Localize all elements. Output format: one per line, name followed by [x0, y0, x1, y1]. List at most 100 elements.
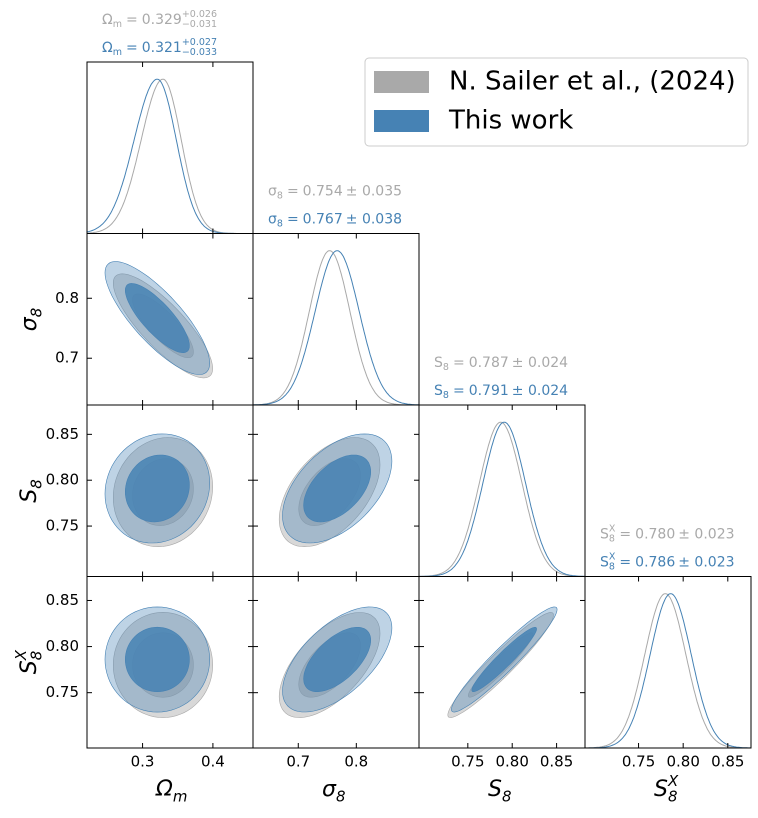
- text-part: X: [667, 771, 679, 789]
- contour-68: [303, 627, 372, 692]
- contour-68: [124, 626, 190, 693]
- x-tick-label: 0.75: [451, 753, 484, 771]
- text-part: 8: [27, 651, 45, 661]
- y-tick-label: 0.85: [46, 591, 79, 609]
- y-tick-label: 0.80: [46, 471, 79, 489]
- text-part: 0.754: [303, 184, 343, 200]
- text-part: S: [654, 777, 668, 802]
- x-axis-label: S8: [488, 777, 511, 805]
- text-part: Ω: [102, 40, 113, 56]
- legend-label: This work: [448, 106, 573, 136]
- text-part: X: [11, 649, 29, 661]
- y-tick-label: 0.8: [55, 289, 79, 307]
- text-part: 8: [609, 533, 615, 544]
- text-part: S: [434, 355, 443, 371]
- text-part: ± 0.023: [678, 527, 734, 543]
- text-part: X: [609, 551, 616, 562]
- text-part: 8: [277, 190, 283, 201]
- panel-contours: [451, 606, 558, 713]
- panel-contours: [104, 433, 211, 544]
- stat-annotation: S8X = 0.786 ± 0.023: [600, 551, 735, 572]
- text-part: ± 0.023: [678, 555, 734, 571]
- x-tick-label: 0.8: [344, 753, 368, 771]
- text-part: m: [113, 47, 122, 58]
- legend-box: [364, 57, 749, 147]
- contour-68: [124, 283, 190, 354]
- text-part: =: [287, 212, 299, 228]
- text-part: S: [17, 660, 42, 674]
- text-part: S: [488, 777, 502, 802]
- text-part: −0.031: [182, 19, 217, 30]
- y-tick-label: 0.75: [46, 683, 79, 701]
- stat-annotation: S8 = 0.787 ± 0.024: [434, 355, 568, 373]
- text-part: =: [619, 527, 631, 543]
- x-tick-label: 0.7: [286, 753, 310, 771]
- text-part: 8: [668, 787, 678, 805]
- marginal-curve: [585, 593, 751, 749]
- text-part: =: [453, 355, 465, 371]
- marginal-curve: [585, 593, 751, 749]
- x-tick-label: 0.80: [496, 753, 529, 771]
- text-part: 8: [609, 561, 615, 572]
- text-part: =: [126, 40, 138, 56]
- stat-annotation: S8X = 0.780 ± 0.023: [600, 523, 735, 544]
- y-axis-label: σ8: [17, 308, 45, 331]
- contour-68: [303, 454, 372, 523]
- text-part: S: [17, 489, 42, 503]
- text-part: 0.321: [142, 40, 182, 56]
- panel-contours: [282, 606, 393, 713]
- text-part: σ: [17, 316, 42, 331]
- panel-contours: [104, 606, 211, 713]
- contour-68: [471, 627, 537, 692]
- legend-label: N. Sailer et al., (2024): [449, 67, 736, 97]
- legend-swatch: [374, 110, 429, 132]
- text-part: S: [434, 383, 443, 399]
- x-axis-label: σ8: [322, 777, 345, 805]
- stat-annotation: Ωm = 0.329+0.026 −0.031: [102, 9, 217, 30]
- text-part: =: [619, 555, 631, 571]
- text-part: Ω: [155, 777, 173, 802]
- marginal-curve: [252, 250, 419, 406]
- panel-frame: [584, 576, 752, 749]
- x-tick-label: 0.85: [540, 753, 573, 771]
- text-part: S: [600, 555, 609, 571]
- panel-frame: [86, 61, 254, 234]
- text-part: m: [173, 787, 188, 805]
- text-part: 0.329: [142, 12, 182, 28]
- text-part: X: [609, 523, 616, 534]
- marginal-curve: [419, 421, 585, 577]
- text-part: σ: [268, 212, 277, 228]
- text-part: 0.767: [303, 212, 343, 228]
- panel-contours: [104, 261, 211, 375]
- text-part: ± 0.035: [346, 184, 402, 200]
- stat-annotation: Ωm = 0.321+0.027 −0.033: [102, 37, 217, 58]
- y-tick-label: 0.85: [46, 425, 79, 443]
- text-part: −0.033: [182, 47, 217, 58]
- text-part: 0.780: [635, 527, 675, 543]
- x-tick-label: 0.3: [131, 753, 155, 771]
- text-part: +0.026: [182, 9, 217, 20]
- x-axis-label: S8X: [654, 771, 679, 805]
- text-part: m: [113, 19, 122, 30]
- text-part: S: [600, 527, 609, 543]
- text-part: ± 0.024: [512, 383, 568, 399]
- x-tick-label: 0.85: [711, 753, 744, 771]
- y-tick-label: 0.75: [46, 517, 79, 535]
- x-tick-label: 0.4: [201, 753, 225, 771]
- text-part: 8: [502, 787, 512, 805]
- stat-annotation: σ8 = 0.754 ± 0.035: [268, 184, 402, 202]
- text-part: =: [453, 383, 465, 399]
- text-part: 8: [27, 479, 45, 489]
- panel-contours: [282, 433, 393, 544]
- y-axis-label: S8: [17, 479, 45, 502]
- x-axis-label: Ωm: [155, 777, 187, 805]
- y-axis-label: S8X: [11, 649, 45, 674]
- text-part: 8: [277, 218, 283, 229]
- marginal-curve: [253, 250, 419, 406]
- x-tick-label: 0.75: [622, 753, 655, 771]
- text-part: =: [287, 184, 299, 200]
- text-part: Ω: [102, 12, 113, 28]
- text-part: 0.787: [469, 355, 509, 371]
- text-part: σ: [322, 777, 337, 802]
